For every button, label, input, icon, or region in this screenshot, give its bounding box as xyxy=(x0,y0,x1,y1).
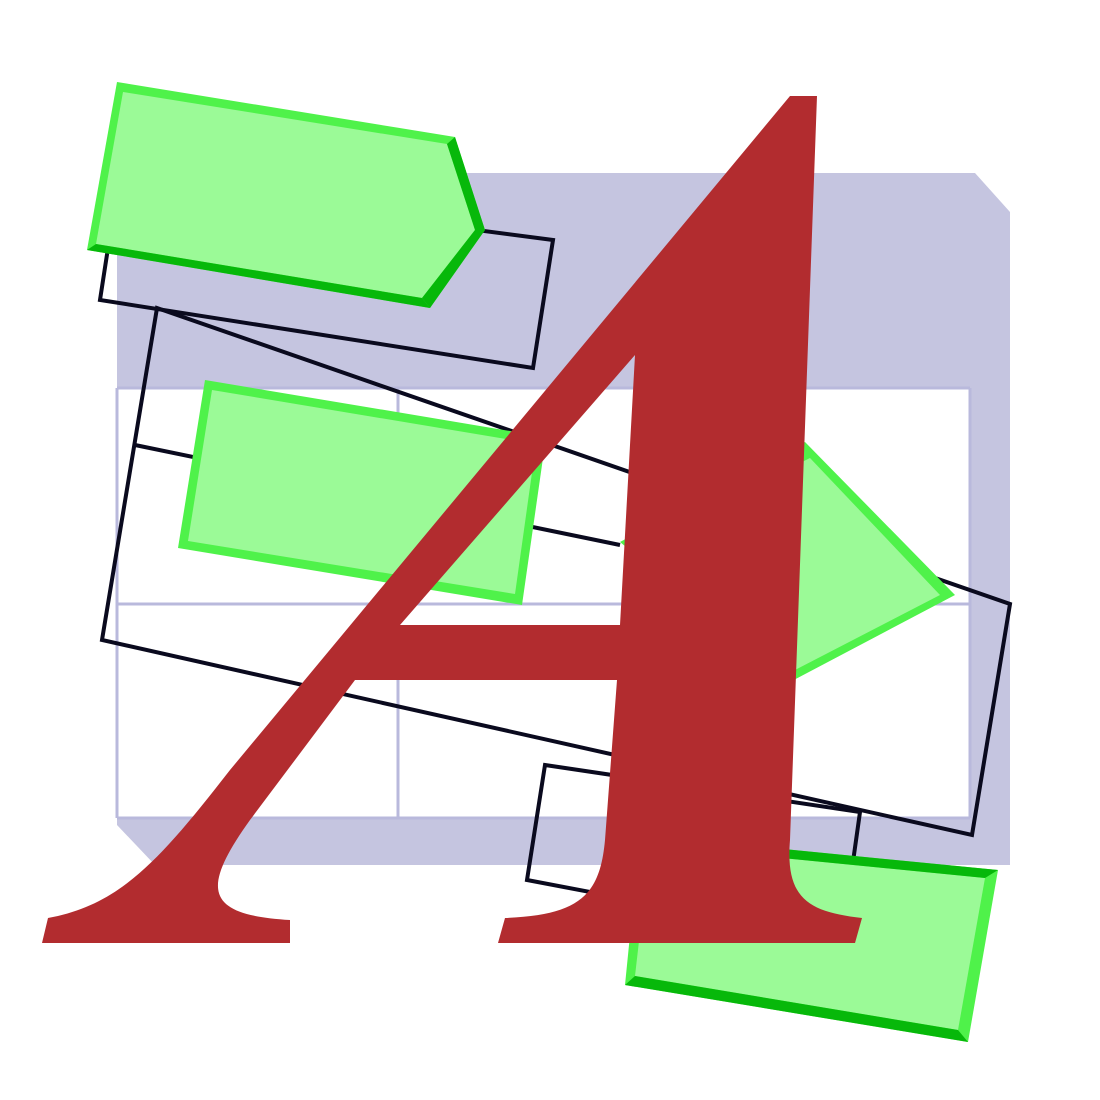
green-block-top xyxy=(87,82,485,308)
letter-a-glyph xyxy=(42,96,862,943)
